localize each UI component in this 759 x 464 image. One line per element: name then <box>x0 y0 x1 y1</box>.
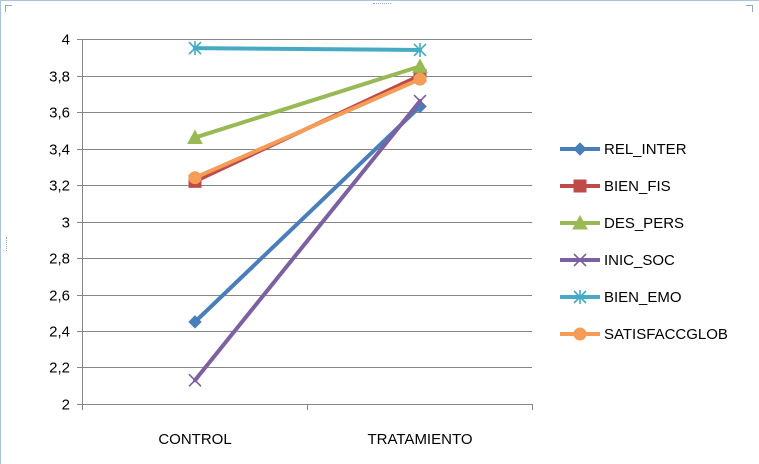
y-tick-label: 2,6 <box>49 288 70 305</box>
series-line <box>193 46 422 52</box>
y-tick-label: 3,4 <box>49 142 70 159</box>
y-tick-label: 2,4 <box>49 324 70 341</box>
data-point <box>413 72 427 86</box>
series-line <box>193 77 422 180</box>
legend-item: DES_PERS <box>560 214 684 232</box>
series-line <box>193 64 422 140</box>
series-des-pers <box>187 58 428 145</box>
data-point <box>187 129 203 145</box>
corner-mark <box>5 5 12 12</box>
series-lines <box>187 41 428 387</box>
x-tick-label: CONTROL <box>158 431 231 448</box>
legend-item: REL_INTER <box>560 141 687 158</box>
y-tick-label: 2,2 <box>49 360 70 377</box>
y-tick-label: 4 <box>62 32 70 49</box>
data-point <box>188 373 202 387</box>
legend-marker <box>573 179 587 193</box>
series-line <box>193 104 422 324</box>
legend-item: BIEN_EMO <box>560 289 682 306</box>
legend-label: SATISFACCGLOB <box>604 326 728 343</box>
data-point <box>188 41 202 56</box>
legend-item: BIEN_FIS <box>560 178 671 195</box>
data-point <box>188 315 202 329</box>
data-point <box>188 171 202 185</box>
y-tick-label: 3,6 <box>49 105 70 122</box>
legend-marker <box>573 290 587 304</box>
legend-label: BIEN_EMO <box>604 289 682 306</box>
y-tick-label: 2 <box>62 397 70 414</box>
legend-label: INIC_SOC <box>604 252 675 269</box>
legend-label: DES_PERS <box>604 215 684 232</box>
y-tick-label: 2,8 <box>49 251 70 268</box>
legend-label: BIEN_FIS <box>604 178 671 195</box>
series-inic-soc <box>188 94 427 387</box>
gridlines <box>82 39 532 368</box>
series-satisfaccglob <box>188 72 427 185</box>
resize-handle-top[interactable] <box>373 3 391 7</box>
y-tick-label: 3,2 <box>49 178 70 195</box>
legend-item: INIC_SOC <box>560 252 675 269</box>
series-bien-emo <box>188 41 427 57</box>
legend-marker <box>573 142 587 156</box>
x-tick-label: TRATAMIENTO <box>368 431 473 448</box>
resize-handle-left[interactable] <box>6 237 10 251</box>
series-line <box>193 99 422 383</box>
legend-marker <box>573 327 587 341</box>
legend: REL_INTER BIEN_FIS DES_PERS INIC_SOC BIEN_EM… <box>560 141 728 343</box>
y-tick-label: 3 <box>62 215 70 232</box>
legend-item: SATISFACCGLOB <box>560 326 728 343</box>
data-point <box>412 58 428 73</box>
axes: 2 2,2 2,4 2,6 2,8 3 3,2 3,4 3,6 3,8 4 CONTROL TRATAM… <box>49 32 533 448</box>
y-tick-label: 3,8 <box>49 69 70 86</box>
legend-marker <box>573 253 587 267</box>
data-point <box>413 42 427 57</box>
corner-mark <box>746 5 753 12</box>
legend-marker <box>572 214 588 230</box>
data-point <box>413 94 427 108</box>
legend-label: REL_INTER <box>604 141 687 158</box>
